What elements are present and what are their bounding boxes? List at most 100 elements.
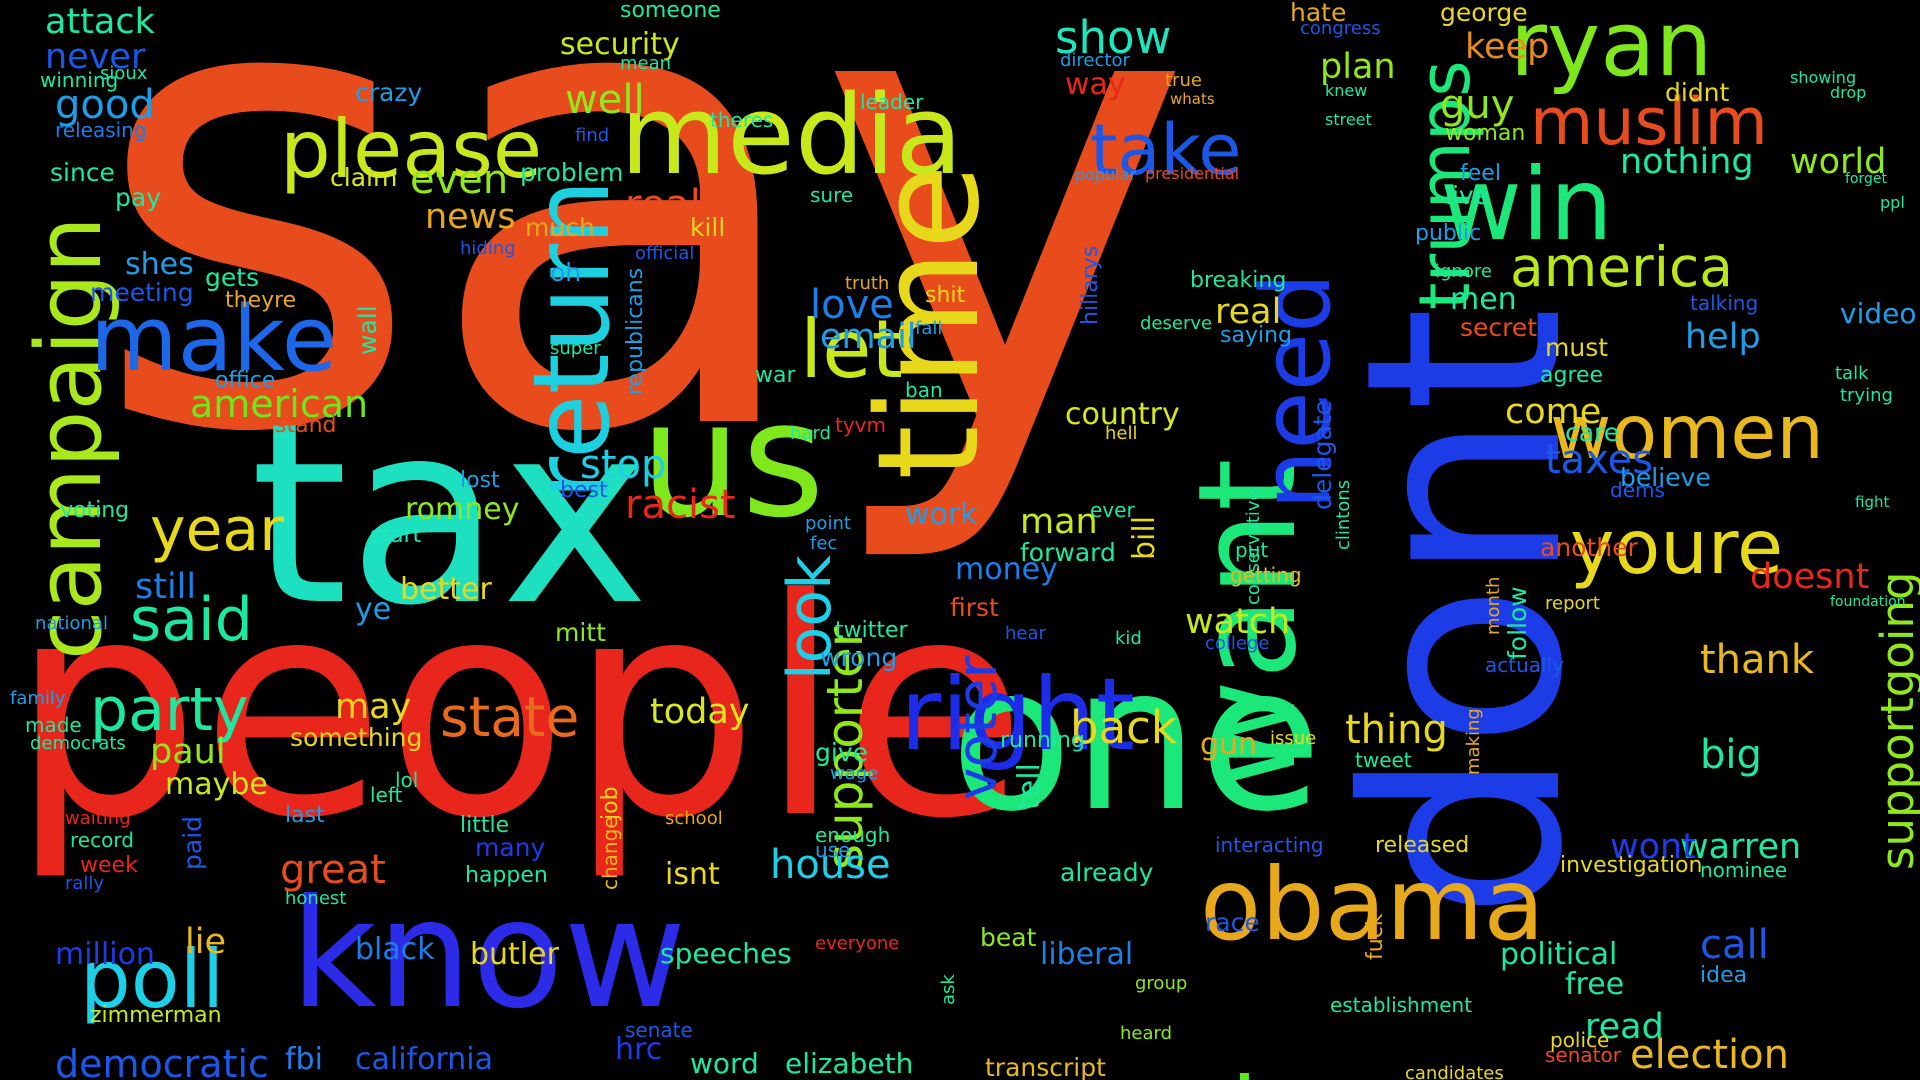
word-country: country	[1065, 397, 1180, 432]
word-better: better	[400, 572, 492, 607]
word-actually: actually	[1485, 653, 1564, 677]
word-lie: lie	[185, 922, 226, 962]
word-released: released	[1375, 833, 1470, 858]
word-group: group	[1135, 973, 1188, 994]
word-sioux: sioux	[100, 63, 148, 84]
word-making: making	[1463, 708, 1484, 775]
word-bill: bill	[1127, 515, 1162, 560]
word-republicans: republicans	[623, 267, 648, 395]
word-interacting: interacting	[1215, 833, 1324, 857]
word-voting: voting	[60, 498, 130, 523]
word-voter: voter	[945, 655, 1009, 800]
word-fuck: fuck	[1363, 913, 1388, 960]
word-left: left	[370, 783, 403, 807]
word-take: take	[1090, 109, 1242, 191]
word-start: start	[370, 523, 422, 548]
word-political: political	[1500, 937, 1618, 972]
word-everyone: everyone	[815, 933, 900, 954]
word-theres: theres	[710, 108, 774, 132]
word-college: college	[1205, 633, 1270, 654]
word-twitter: twitter	[835, 618, 908, 643]
word-obama: obama	[1200, 846, 1545, 963]
word-report: report	[1545, 593, 1600, 614]
word-win: win	[1440, 146, 1613, 263]
word-california: california	[355, 1042, 494, 1077]
word-man: man	[1020, 502, 1098, 542]
word-way: way	[1065, 67, 1126, 102]
word-tax: tax	[250, 369, 650, 660]
word-right: right	[900, 656, 1135, 773]
word-thing: thing	[1345, 707, 1448, 753]
word-warren: warren	[1680, 827, 1802, 867]
word-supportgoing: supportgoing	[1871, 571, 1920, 870]
word-senate: senate	[625, 1018, 693, 1042]
word-hillarys: hillarys	[1078, 245, 1103, 325]
word-something: something	[290, 723, 423, 752]
word-muslim: muslim	[1530, 85, 1768, 160]
word-keep: keep	[1465, 27, 1550, 67]
word-doesnt: doesnt	[1750, 557, 1870, 597]
word-romney: romney	[405, 492, 520, 527]
word-tweet: tweet	[1355, 748, 1412, 772]
word-make: make	[90, 287, 338, 392]
word-since: since	[50, 158, 115, 187]
word-us: us	[640, 366, 825, 553]
word-one: one	[950, 623, 1323, 856]
word-knew: knew	[1325, 81, 1368, 100]
word-getting: getting	[1230, 563, 1302, 587]
word-may: may	[335, 687, 412, 727]
word-youre: youre	[1570, 503, 1784, 591]
word-great: great	[280, 847, 386, 893]
word-job: job	[598, 786, 623, 820]
word-nominee: nominee	[1700, 858, 1788, 882]
word-first: first	[950, 593, 999, 622]
word-gun: gun	[1200, 727, 1258, 762]
word-guy: guy	[1440, 82, 1515, 128]
word-word: word	[690, 1047, 759, 1080]
word-truth: truth	[845, 273, 890, 294]
word-never: never	[45, 37, 146, 77]
word-change: change	[598, 816, 622, 890]
word-super: super	[550, 338, 601, 359]
word-use: use	[815, 838, 851, 862]
word-tell: tell	[1012, 763, 1047, 810]
word-public: public	[1415, 221, 1482, 246]
word-work: work	[905, 497, 978, 532]
word-stop: stop	[580, 442, 667, 488]
word-ignore: ignore	[1435, 261, 1492, 282]
word-real: real	[1215, 292, 1282, 332]
word-elizabeth: elizabeth	[785, 1047, 914, 1080]
word-help: help	[1685, 317, 1761, 357]
word-america: america	[1510, 235, 1733, 299]
word-week: week	[80, 853, 138, 878]
word-year: year	[150, 495, 284, 565]
word-racist: racist	[625, 482, 736, 528]
word-security: security	[560, 27, 680, 62]
word-must: must	[1545, 333, 1609, 362]
word-watch: watch	[1185, 602, 1291, 642]
word-care: care	[1565, 418, 1620, 447]
word-hate: hate	[1290, 0, 1347, 27]
word-happen: happen	[465, 863, 548, 888]
word-someone: someone	[620, 0, 721, 23]
word-honest: honest	[285, 888, 347, 909]
word-police: police	[1550, 1028, 1610, 1052]
word-fight: fight	[1855, 493, 1890, 511]
word-let: let	[800, 303, 903, 396]
word-senator: senator	[1545, 1043, 1621, 1067]
word-wont: wont	[1610, 827, 1696, 867]
word-secret: secret	[1460, 313, 1538, 342]
word-director: director	[1060, 50, 1130, 71]
word-today: today	[650, 692, 750, 732]
word-million: million	[55, 937, 155, 972]
word-oh: oh	[550, 258, 582, 287]
word-black: black	[355, 932, 435, 967]
word-talking: talking	[1690, 291, 1759, 315]
word-made: made	[25, 713, 82, 737]
word-hear: hear	[1005, 623, 1046, 644]
word-thank: thank	[1700, 637, 1815, 683]
word-media: media	[620, 71, 963, 199]
word-maybe: maybe	[165, 767, 268, 802]
word-forward: forward	[1020, 538, 1116, 567]
